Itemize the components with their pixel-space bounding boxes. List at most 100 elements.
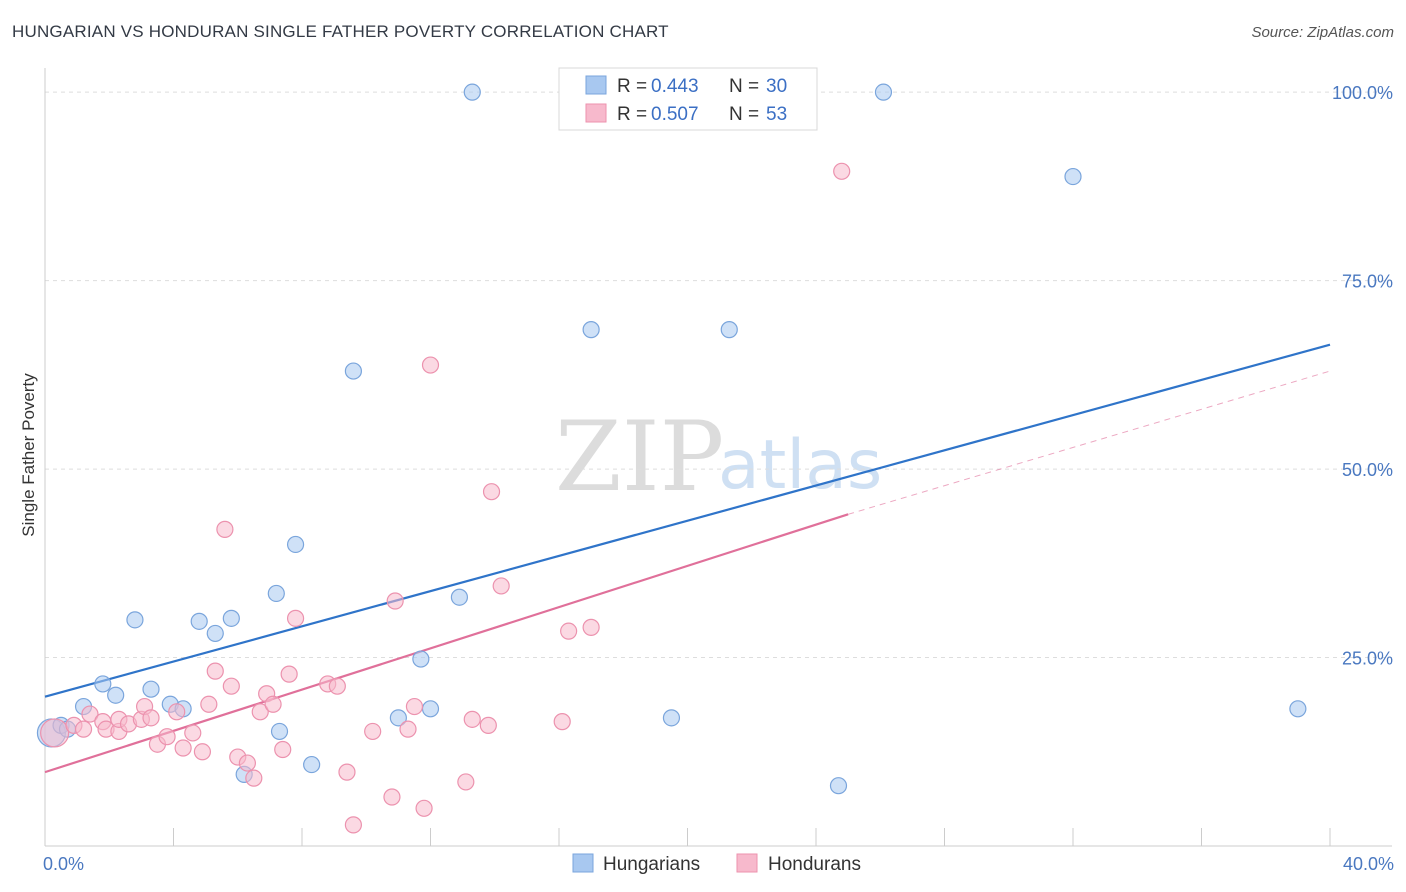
point-hondurans xyxy=(158,728,176,746)
point-hondurans xyxy=(206,662,224,680)
point-hungarians xyxy=(286,535,305,554)
point-hondurans xyxy=(463,710,481,728)
y-tick-label: 100.0% xyxy=(1332,83,1393,103)
point-hondurans xyxy=(364,722,382,741)
point-hondurans xyxy=(193,743,212,761)
trend-extension-hondurans xyxy=(847,370,1331,515)
point-hungarians xyxy=(126,611,144,629)
stats-r-label: R = xyxy=(617,76,647,97)
legend-label-hungarians: Hungarians xyxy=(603,854,700,875)
point-hondurans xyxy=(421,356,440,374)
trend-line-hondurans xyxy=(44,513,849,774)
axes xyxy=(44,68,1392,847)
point-hondurans xyxy=(280,665,298,683)
point-hondurans xyxy=(286,609,305,627)
point-hondurans xyxy=(328,677,346,695)
point-hondurans xyxy=(216,520,234,538)
point-hondurans xyxy=(386,592,404,610)
point-hondurans xyxy=(338,763,356,781)
point-hungarians xyxy=(874,83,893,101)
stats-n-value-hungarians: 30 xyxy=(766,76,787,97)
point-hondurans xyxy=(457,773,475,791)
y-axis-label: Single Father Poverty xyxy=(19,373,38,537)
point-hungarians xyxy=(829,777,848,795)
legend-label-hondurans: Hondurans xyxy=(768,854,861,875)
point-hondurans xyxy=(200,695,218,713)
point-hungarians xyxy=(1064,167,1082,186)
source-credit: Source: ZipAtlas.com xyxy=(1251,24,1394,41)
y-tick-label: 25.0% xyxy=(1342,649,1393,669)
stats-legend: R = 0.443 N = 30 R = 0.507 N = 53 xyxy=(558,67,818,131)
point-hondurans xyxy=(74,720,93,738)
y-tick-label: 50.0% xyxy=(1342,460,1393,480)
point-hondurans xyxy=(833,162,851,180)
point-hondurans xyxy=(492,577,510,595)
point-hungarians xyxy=(190,612,208,630)
point-hungarians xyxy=(267,584,285,603)
point-hondurans xyxy=(383,788,401,806)
point-hondurans xyxy=(142,709,160,727)
point-hondurans xyxy=(245,769,263,787)
stats-n-label: N = xyxy=(729,104,759,125)
stats-r-label: R = xyxy=(617,104,647,125)
point-hungarians xyxy=(107,686,125,704)
trend-line-hungarians xyxy=(44,343,1331,698)
x-tick-label: 0.0% xyxy=(43,854,84,874)
stats-n-label: N = xyxy=(729,76,759,97)
point-hondurans xyxy=(415,799,433,817)
point-hungarians xyxy=(582,321,600,339)
point-hungarians xyxy=(344,362,362,380)
point-hondurans xyxy=(174,739,192,757)
point-hungarians xyxy=(421,700,440,718)
point-hondurans xyxy=(184,724,202,742)
point-hondurans xyxy=(40,718,70,748)
point-hondurans xyxy=(560,622,578,640)
x-tick-label: 40.0% xyxy=(1343,854,1394,874)
data-points xyxy=(36,83,1307,834)
trend-lines xyxy=(44,343,1331,774)
point-hondurans xyxy=(553,713,571,731)
stats-r-value-hondurans: 0.507 xyxy=(651,104,699,125)
point-hungarians xyxy=(94,675,112,693)
point-hungarians xyxy=(389,709,407,727)
x-tick-labels: 0.0% 40.0% xyxy=(43,854,1394,874)
point-hungarians xyxy=(1289,700,1307,718)
point-hungarians xyxy=(222,609,240,627)
point-hondurans xyxy=(582,618,600,636)
point-hungarians xyxy=(270,722,289,741)
point-hondurans xyxy=(479,716,497,734)
y-tick-labels: 25.0% 50.0% 75.0% 100.0% xyxy=(1332,83,1393,668)
point-hondurans xyxy=(251,703,269,721)
chart-title: HUNGARIAN VS HONDURAN SINGLE FATHER POVE… xyxy=(12,22,669,41)
point-hungarians xyxy=(450,588,469,606)
stats-n-value-hondurans: 53 xyxy=(766,104,787,125)
series-legend: Hungarians Hondurans xyxy=(572,853,861,875)
point-hungarians xyxy=(206,624,224,643)
point-hondurans xyxy=(222,677,240,695)
point-hungarians xyxy=(720,321,738,339)
point-hungarians xyxy=(412,650,430,668)
legend-swatch-hungarians xyxy=(572,853,594,873)
point-hondurans xyxy=(81,705,99,723)
watermark-atlas: atlas xyxy=(718,426,882,505)
watermark-zip: ZIP xyxy=(555,401,724,513)
point-hondurans xyxy=(274,740,292,759)
point-hondurans xyxy=(238,754,256,772)
point-hondurans xyxy=(168,703,186,721)
point-hungarians xyxy=(662,709,681,727)
stats-swatch-hungarians xyxy=(585,75,607,95)
point-hungarians xyxy=(463,83,481,101)
grid-lines xyxy=(45,91,1392,659)
y-tick-label: 75.0% xyxy=(1342,272,1393,292)
point-hondurans xyxy=(482,483,501,501)
stats-r-value-hungarians: 0.443 xyxy=(651,76,699,97)
stats-swatch-hondurans xyxy=(585,103,607,123)
point-hondurans xyxy=(344,816,362,834)
point-hondurans xyxy=(264,695,282,713)
legend-swatch-hondurans xyxy=(736,853,758,873)
point-hondurans xyxy=(405,697,424,716)
point-hungarians xyxy=(142,680,160,698)
point-hungarians xyxy=(303,755,321,774)
watermark: ZIP atlas xyxy=(555,401,882,513)
